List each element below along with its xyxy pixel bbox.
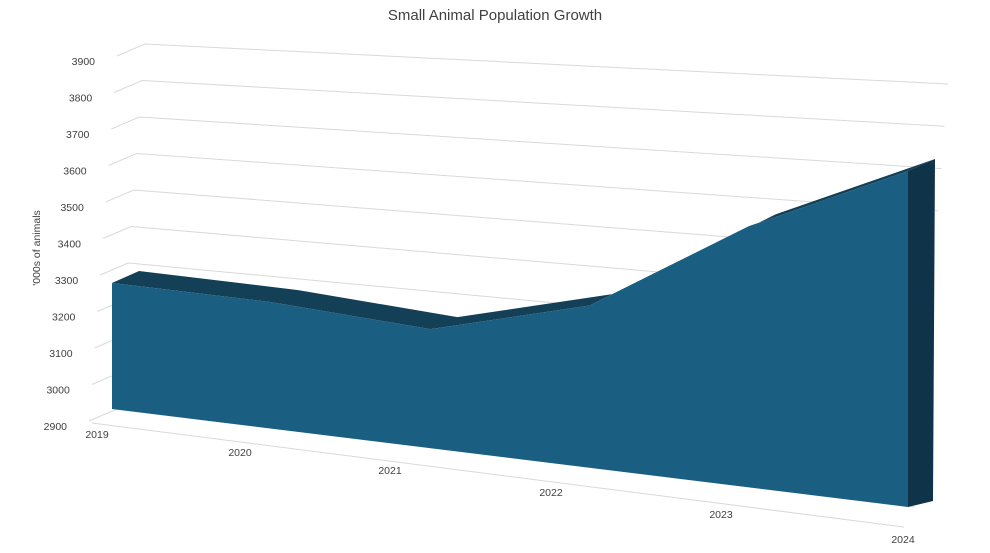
gridline-3900: [116, 43, 949, 85]
area-series: [112, 159, 935, 507]
area-side-face: [908, 159, 935, 507]
y-axis-ticks: 2900 3000 3100 3200 3300 3400 3500 3600 3700 3800…: [44, 56, 96, 433]
area-front-face: [112, 171, 908, 507]
x-axis-ticks: 2019 2020 2021 2022 2023 2024: [85, 429, 915, 546]
y-tick-label: 2900: [44, 421, 68, 433]
x-tick-label: 2022: [539, 487, 563, 499]
y-tick-label: 3900: [72, 56, 96, 68]
y-tick-label: 3400: [58, 239, 82, 251]
gridlines: [88, 43, 949, 528]
x-tick-label: 2020: [228, 447, 252, 459]
y-tick-label: 3300: [55, 275, 79, 287]
chart-title: Small Animal Population Growth: [388, 7, 602, 24]
x-tick-label: 2019: [85, 429, 109, 441]
gridline-3800: [114, 79, 945, 127]
y-axis-label: '000s of animals: [31, 210, 43, 286]
y-tick-label: 3500: [60, 202, 84, 214]
y-tick-label: 3700: [66, 129, 90, 141]
gridline-3500: [105, 189, 935, 254]
y-tick-label: 3100: [49, 348, 73, 360]
x-tick-label: 2024: [891, 534, 915, 546]
y-tick-label: 3600: [63, 166, 87, 178]
y-tick-label: 3800: [69, 93, 93, 105]
x-tick-label: 2023: [709, 509, 733, 521]
gridline-3600: [108, 152, 939, 212]
x-tick-label: 2021: [378, 465, 402, 477]
gridline-3700: [111, 116, 942, 170]
y-tick-label: 3000: [46, 385, 70, 397]
y-tick-label: 3200: [52, 312, 76, 324]
floor-edge: [91, 422, 905, 528]
